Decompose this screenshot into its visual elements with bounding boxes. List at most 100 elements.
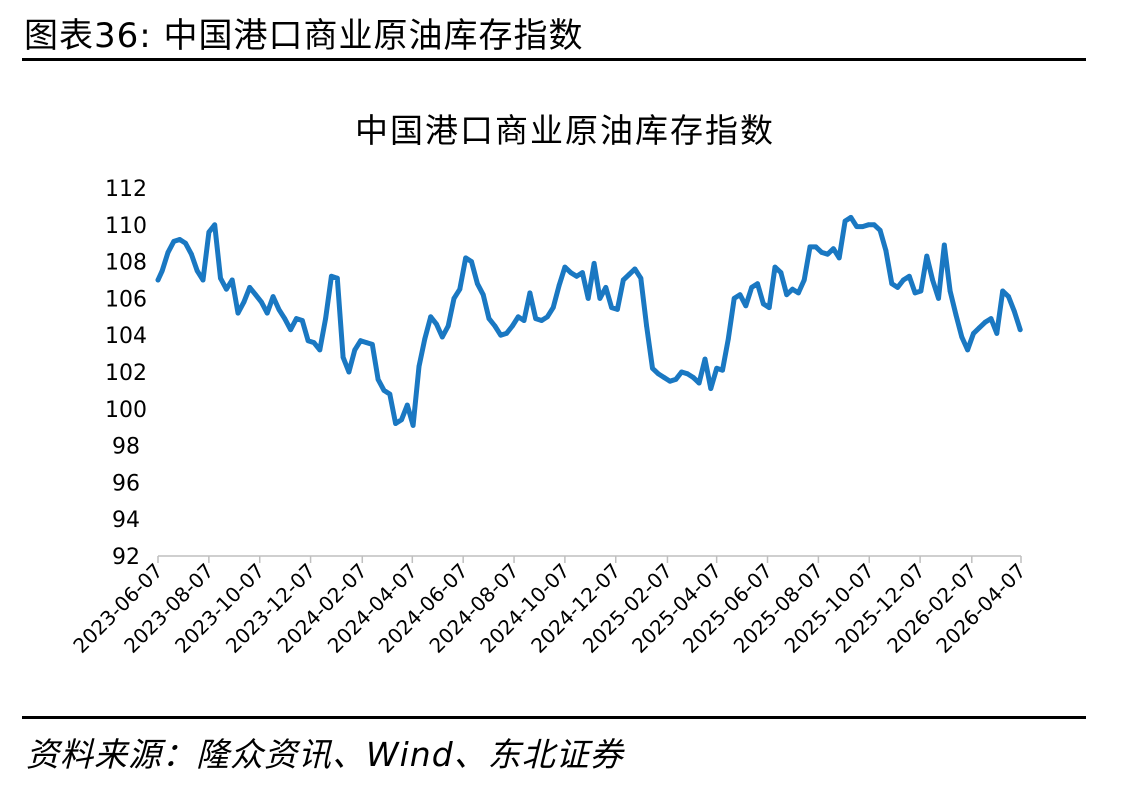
data-point (778, 270, 784, 275)
data-point (866, 222, 871, 228)
data-point (994, 331, 1000, 336)
y-tick-label: 100 (105, 398, 147, 423)
data-point (924, 253, 930, 259)
data-point (597, 296, 603, 301)
data-point (971, 331, 976, 336)
data-point (498, 332, 504, 338)
data-point (673, 377, 679, 382)
data-point (603, 285, 609, 290)
data-point (369, 342, 375, 347)
data-point (895, 285, 900, 290)
data-point (393, 421, 398, 426)
source-note: 资料来源：隆众资讯、Wind、东北证券 (26, 735, 624, 774)
data-point (550, 305, 556, 310)
data-point (883, 248, 889, 254)
y-axis-ticks: 92 94 96 98 100 102 104 106 108 110 112 (105, 177, 147, 570)
y-tick-label: 112 (105, 177, 147, 202)
data-point (224, 286, 229, 292)
data-point (451, 296, 457, 301)
data-point (831, 246, 836, 252)
series-line (155, 214, 1023, 428)
data-point (229, 277, 235, 283)
data-point (165, 250, 171, 255)
data-point (731, 296, 737, 301)
data-point (206, 229, 212, 235)
data-point (813, 244, 819, 250)
data-point (965, 347, 970, 353)
data-point (556, 283, 562, 288)
data-point (901, 277, 906, 283)
data-point (801, 277, 807, 283)
data-point (1000, 288, 1006, 294)
data-point (177, 237, 183, 242)
data-point (959, 334, 965, 340)
data-point (585, 296, 591, 301)
data-point (410, 423, 416, 428)
data-point (270, 294, 276, 299)
data-point (218, 275, 223, 281)
data-point (749, 285, 755, 290)
data-point (428, 314, 434, 320)
bottom-rule (22, 716, 1086, 719)
data-point (515, 314, 521, 320)
data-point (755, 281, 760, 287)
data-point (235, 310, 241, 316)
data-point (510, 323, 515, 329)
data-point (871, 222, 877, 228)
data-point (323, 316, 328, 321)
data-point (836, 255, 842, 261)
data-point (492, 323, 498, 329)
data-point (329, 273, 334, 279)
data-point (305, 338, 311, 344)
data-point (714, 365, 720, 371)
data-point (568, 270, 574, 275)
data-point (247, 285, 253, 290)
data-point (276, 307, 282, 312)
data-point (282, 316, 288, 321)
data-point (720, 367, 725, 373)
data-point (620, 277, 626, 283)
data-point (702, 356, 708, 362)
data-point (807, 244, 813, 250)
data-point (708, 386, 714, 391)
data-point (155, 277, 161, 283)
data-point (259, 299, 264, 305)
data-point (241, 299, 247, 305)
data-point (679, 369, 684, 375)
data-point (253, 292, 258, 298)
data-point (842, 218, 848, 224)
data-point (189, 251, 194, 257)
data-point (655, 371, 661, 377)
data-point (1011, 308, 1017, 314)
data-point (591, 261, 597, 266)
data-point (889, 281, 895, 287)
data-point (912, 290, 918, 296)
data-point (212, 222, 218, 228)
data-point (194, 268, 200, 274)
y-tick-label: 102 (105, 361, 147, 386)
data-point (1006, 294, 1011, 299)
data-point (667, 378, 673, 384)
data-point (159, 268, 165, 274)
data-point (737, 292, 743, 298)
data-point (772, 264, 778, 270)
y-tick-label: 98 (112, 435, 140, 460)
data-point (574, 273, 579, 279)
data-point (941, 242, 947, 248)
data-point (317, 347, 323, 353)
data-point (860, 224, 865, 230)
data-point (469, 259, 474, 264)
figure-label: 图表36: 中国港口商业原油库存指数 (24, 16, 584, 56)
data-point (334, 275, 340, 281)
data-point (340, 354, 346, 360)
data-point (294, 316, 299, 321)
data-point (445, 323, 451, 329)
data-point (352, 347, 358, 353)
data-point (200, 277, 206, 283)
data-point (439, 334, 445, 340)
data-point (381, 388, 387, 393)
y-tick-label: 94 (112, 508, 140, 533)
data-point (504, 331, 509, 336)
data-point (638, 275, 644, 281)
data-point (761, 301, 766, 307)
